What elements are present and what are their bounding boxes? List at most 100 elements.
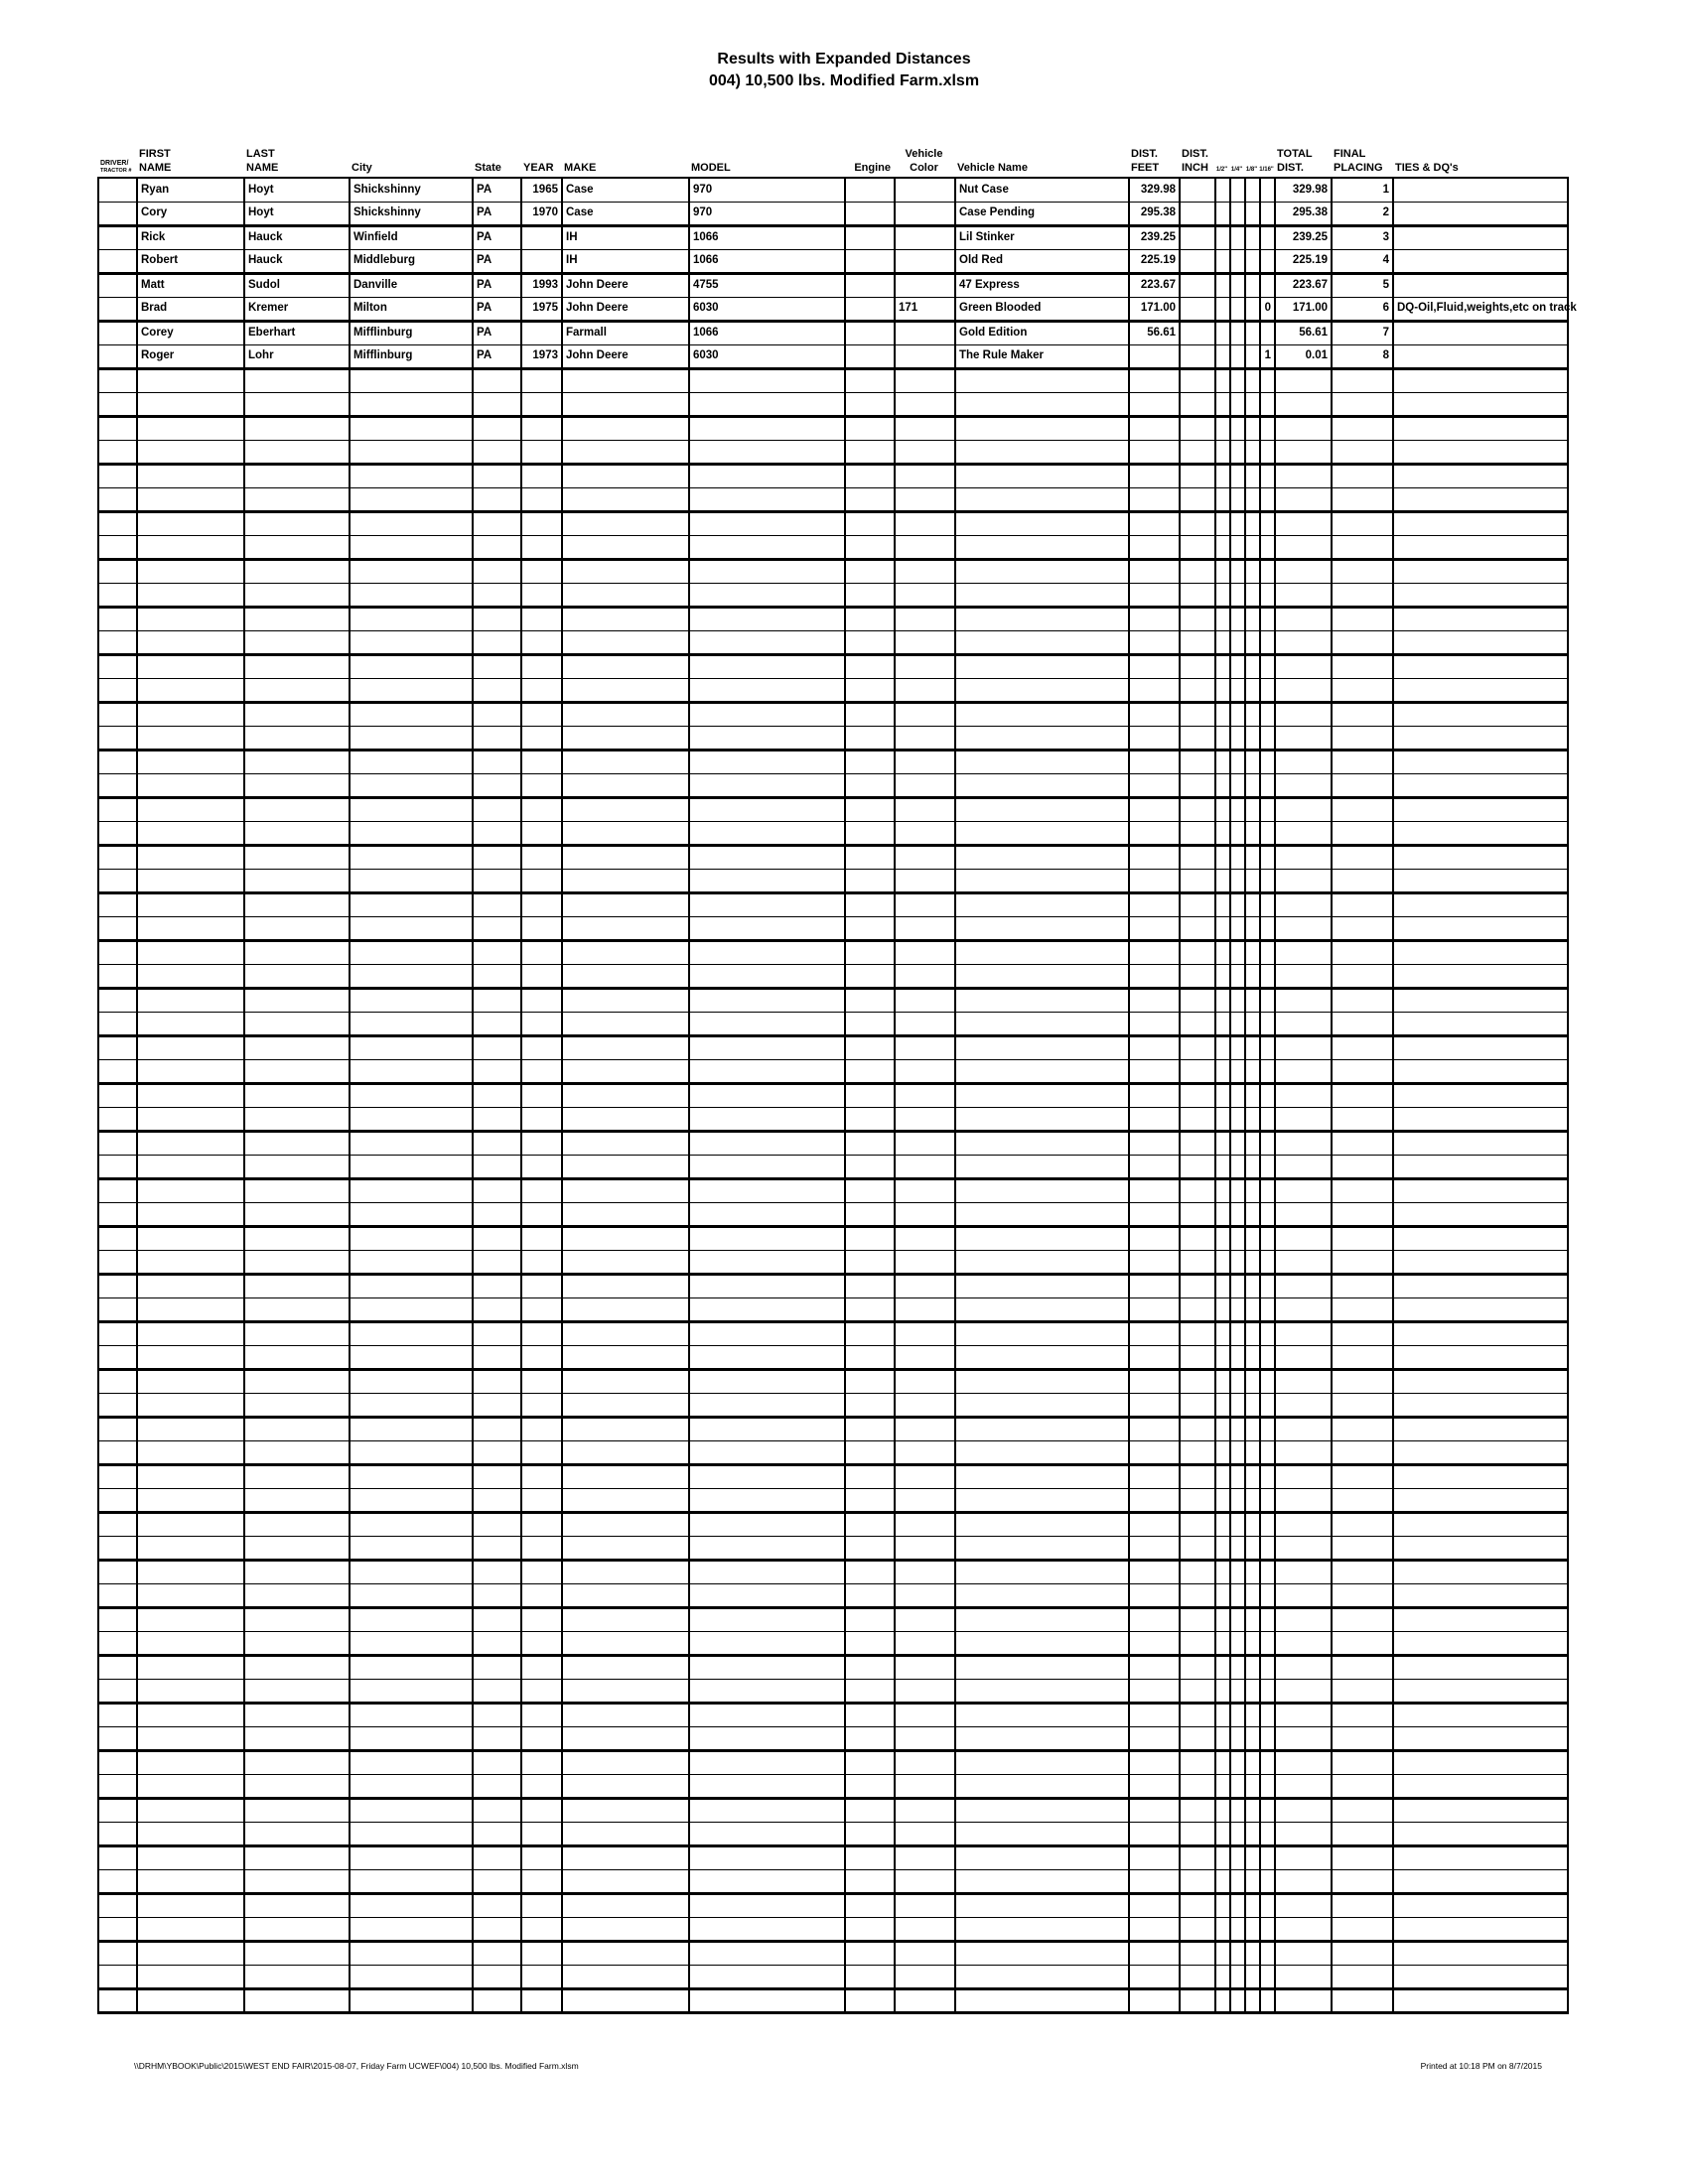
cell-dist_inch bbox=[1179, 1750, 1215, 1774]
cell-dist_feet bbox=[1128, 1345, 1180, 1369]
cell-state bbox=[472, 1440, 521, 1464]
cell-quarter_inch bbox=[1229, 1321, 1245, 1345]
cell-city bbox=[349, 1250, 473, 1274]
cell-make bbox=[561, 1155, 689, 1178]
cell-eighth_inch bbox=[1244, 916, 1260, 940]
cell-engine bbox=[844, 678, 895, 702]
cell-engine bbox=[844, 1631, 895, 1655]
cell-last_name bbox=[243, 1131, 350, 1155]
cell-final_placing bbox=[1331, 1726, 1393, 1750]
col-header-vehicle_color: Vehicle Color bbox=[905, 148, 943, 174]
cell-half_inch bbox=[1214, 1274, 1230, 1297]
cell-final_placing bbox=[1331, 1393, 1393, 1417]
cell-tractor_number bbox=[98, 607, 137, 630]
cell-dist_inch bbox=[1179, 797, 1215, 821]
cell-model bbox=[688, 1965, 845, 1988]
cell-city bbox=[349, 1297, 473, 1321]
cell-make bbox=[561, 1679, 689, 1703]
cell-eighth_inch bbox=[1244, 630, 1260, 654]
cell-city bbox=[349, 464, 473, 487]
cell-city bbox=[349, 1750, 473, 1774]
cell-half_inch bbox=[1214, 273, 1230, 297]
cell-tractor_number bbox=[98, 535, 137, 559]
cell-last_name: Hoyt bbox=[243, 202, 350, 225]
cell-first_name bbox=[136, 368, 244, 392]
cell-quarter_inch bbox=[1229, 1845, 1245, 1869]
cell-vehicle_color bbox=[894, 1464, 955, 1488]
cell-year bbox=[520, 1464, 562, 1488]
cell-sixteenth_inch bbox=[1259, 988, 1275, 1012]
cell-first_name bbox=[136, 1607, 244, 1631]
cell-dist_inch bbox=[1179, 583, 1215, 607]
cell-make bbox=[561, 1750, 689, 1774]
cell-vehicle_name bbox=[954, 1655, 1129, 1679]
cell-make bbox=[561, 1131, 689, 1155]
cell-ties_dqs bbox=[1392, 1155, 1568, 1178]
cell-vehicle_color bbox=[894, 321, 955, 344]
cell-city bbox=[349, 1655, 473, 1679]
cell-final_placing bbox=[1331, 1369, 1393, 1393]
cell-model bbox=[688, 535, 845, 559]
cell-half_inch bbox=[1214, 487, 1230, 511]
cell-engine bbox=[844, 583, 895, 607]
cell-final_placing bbox=[1331, 821, 1393, 845]
cell-dist_feet bbox=[1128, 1607, 1180, 1631]
cell-ties_dqs bbox=[1392, 1512, 1568, 1536]
cell-final_placing bbox=[1331, 559, 1393, 583]
cell-dist_feet bbox=[1128, 1250, 1180, 1274]
cell-first_name bbox=[136, 630, 244, 654]
empty-row bbox=[98, 1774, 1568, 1798]
cell-year: 1970 bbox=[520, 202, 562, 225]
cell-vehicle_name bbox=[954, 630, 1129, 654]
cell-quarter_inch bbox=[1229, 368, 1245, 392]
cell-sixteenth_inch bbox=[1259, 178, 1275, 202]
cell-year bbox=[520, 1345, 562, 1369]
cell-sixteenth_inch bbox=[1259, 1536, 1275, 1560]
cell-first_name bbox=[136, 1345, 244, 1369]
cell-sixteenth_inch bbox=[1259, 1440, 1275, 1464]
empty-row bbox=[98, 1965, 1568, 1988]
cell-engine bbox=[844, 1155, 895, 1178]
cell-ties_dqs bbox=[1392, 630, 1568, 654]
cell-vehicle_color bbox=[894, 583, 955, 607]
cell-engine bbox=[844, 440, 895, 464]
cell-engine bbox=[844, 392, 895, 416]
cell-tractor_number bbox=[98, 869, 137, 892]
cell-engine bbox=[844, 1583, 895, 1607]
cell-year bbox=[520, 1988, 562, 2012]
cell-tractor_number bbox=[98, 1869, 137, 1893]
cell-first_name bbox=[136, 1321, 244, 1345]
empty-row bbox=[98, 1274, 1568, 1297]
cell-make bbox=[561, 988, 689, 1012]
table-row: Brad Kremer Milton PA 1975 John Deere 6030 171 G… bbox=[98, 297, 1577, 321]
cell-state bbox=[472, 1035, 521, 1059]
cell-dist_feet bbox=[1128, 1774, 1180, 1798]
cell-sixteenth_inch bbox=[1259, 1512, 1275, 1536]
cell-quarter_inch bbox=[1229, 1131, 1245, 1155]
cell-first_name bbox=[136, 607, 244, 630]
cell-year bbox=[520, 1917, 562, 1941]
cell-eighth_inch bbox=[1244, 440, 1260, 464]
cell-final_placing bbox=[1331, 1607, 1393, 1631]
cell-dist_feet bbox=[1128, 1988, 1180, 2012]
cell-dist_inch bbox=[1179, 368, 1215, 392]
cell-dist_inch bbox=[1179, 273, 1215, 297]
cell-ties_dqs bbox=[1392, 1869, 1568, 1893]
cell-tractor_number bbox=[98, 678, 137, 702]
cell-vehicle_name bbox=[954, 1965, 1129, 1988]
cell-engine bbox=[844, 1321, 895, 1345]
cell-state bbox=[472, 440, 521, 464]
cell-vehicle_name bbox=[954, 1679, 1129, 1703]
cell-year bbox=[520, 1869, 562, 1893]
cell-total_dist bbox=[1274, 1297, 1332, 1321]
cell-dist_feet bbox=[1128, 1679, 1180, 1703]
cell-vehicle_name: Lil Stinker bbox=[954, 225, 1129, 249]
cell-eighth_inch bbox=[1244, 1583, 1260, 1607]
cell-sixteenth_inch bbox=[1259, 1321, 1275, 1345]
cell-half_inch bbox=[1214, 202, 1230, 225]
cell-dist_inch bbox=[1179, 702, 1215, 726]
cell-final_placing bbox=[1331, 630, 1393, 654]
cell-vehicle_color bbox=[894, 1059, 955, 1083]
cell-ties_dqs bbox=[1392, 1631, 1568, 1655]
empty-row bbox=[98, 750, 1568, 773]
